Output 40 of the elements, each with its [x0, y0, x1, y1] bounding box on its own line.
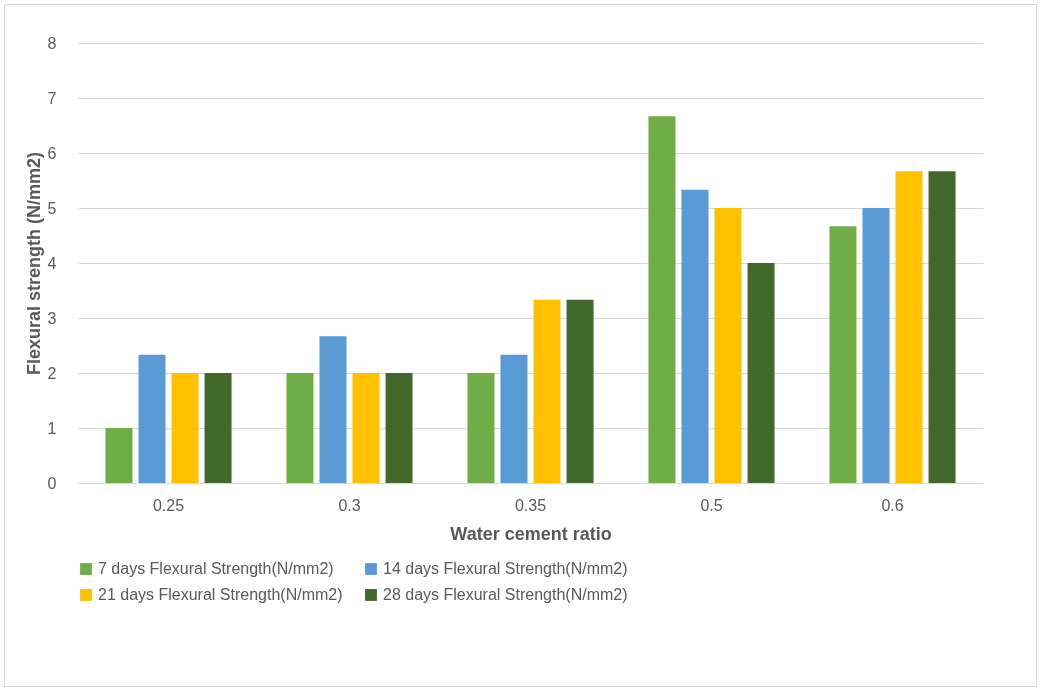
bar: [747, 263, 775, 483]
legend-label: 21 days Flexural Strength(N/mm2): [98, 586, 343, 603]
y-tick-label: 8: [47, 34, 57, 52]
bar: [895, 171, 923, 483]
bar: [352, 373, 380, 483]
legend-label: 14 days Flexural Strength(N/mm2): [383, 560, 628, 577]
legend-label: 28 days Flexural Strength(N/mm2): [383, 586, 628, 603]
bar: [500, 354, 528, 483]
bar: [171, 373, 199, 483]
y-tick-label: 4: [47, 254, 57, 272]
bar: [681, 189, 709, 483]
bar: [105, 428, 133, 483]
bar: [319, 336, 347, 483]
bar: [566, 299, 594, 483]
bar: [648, 116, 676, 483]
x-tick-label: 0.6: [881, 496, 904, 514]
bar: [385, 373, 413, 483]
bar: [204, 373, 232, 483]
y-tick-label: 7: [47, 89, 57, 107]
x-tick-label: 0.25: [152, 496, 185, 514]
x-tick-label: 0.5: [700, 496, 723, 514]
bar: [286, 373, 314, 483]
y-tick-label: 0: [47, 474, 57, 492]
y-axis-title: Flexural strength (N/mm2): [23, 151, 44, 376]
bar: [829, 226, 857, 483]
bar: [138, 354, 166, 483]
y-tick-label: 6: [47, 144, 57, 162]
bar: [862, 208, 890, 483]
y-tick-label: 1: [47, 419, 57, 437]
bar: [928, 171, 956, 483]
bar: [467, 373, 495, 483]
y-tick-label: 5: [47, 199, 57, 217]
x-tick-label: 0.35: [514, 496, 547, 514]
bar: [533, 299, 561, 483]
y-tick-label: 2: [47, 364, 57, 382]
legend-label: 7 days Flexural Strength(N/mm2): [98, 560, 334, 577]
x-axis-title: Water cement ratio: [450, 523, 612, 544]
y-tick-label: 3: [47, 309, 57, 327]
x-tick-label: 0.3: [338, 496, 361, 514]
bar: [714, 208, 742, 483]
